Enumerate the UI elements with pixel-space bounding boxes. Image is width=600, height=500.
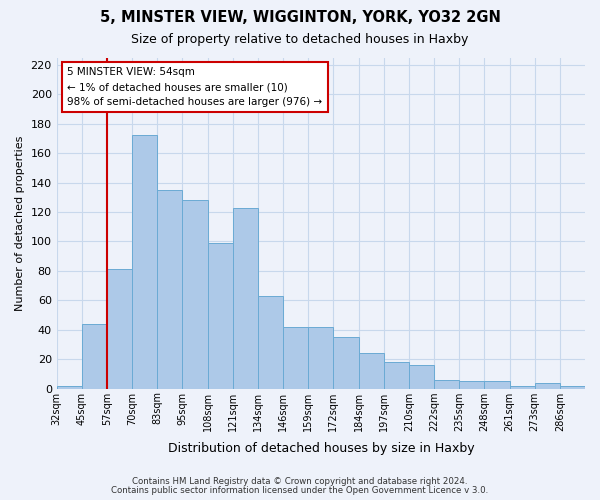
Bar: [233, 208, 258, 388]
Bar: [82, 324, 107, 388]
Bar: [182, 200, 208, 388]
Text: Size of property relative to detached houses in Haxby: Size of property relative to detached ho…: [131, 32, 469, 46]
Bar: [283, 327, 308, 388]
Bar: [107, 270, 132, 388]
Bar: [56, 386, 82, 388]
Bar: [560, 386, 585, 388]
Bar: [208, 243, 233, 388]
Bar: [409, 365, 434, 388]
X-axis label: Distribution of detached houses by size in Haxby: Distribution of detached houses by size …: [167, 442, 474, 455]
Bar: [484, 382, 509, 388]
Text: Contains HM Land Registry data © Crown copyright and database right 2024.: Contains HM Land Registry data © Crown c…: [132, 477, 468, 486]
Bar: [258, 296, 283, 388]
Bar: [384, 362, 409, 388]
Y-axis label: Number of detached properties: Number of detached properties: [15, 136, 25, 310]
Text: 5 MINSTER VIEW: 54sqm
← 1% of detached houses are smaller (10)
98% of semi-detac: 5 MINSTER VIEW: 54sqm ← 1% of detached h…: [67, 68, 322, 107]
Bar: [308, 327, 334, 388]
Bar: [509, 386, 535, 388]
Text: 5, MINSTER VIEW, WIGGINTON, YORK, YO32 2GN: 5, MINSTER VIEW, WIGGINTON, YORK, YO32 2…: [100, 10, 500, 25]
Bar: [359, 354, 384, 388]
Bar: [459, 382, 484, 388]
Text: Contains public sector information licensed under the Open Government Licence v : Contains public sector information licen…: [112, 486, 488, 495]
Bar: [132, 136, 157, 388]
Bar: [535, 382, 560, 388]
Bar: [157, 190, 182, 388]
Bar: [434, 380, 459, 388]
Bar: [334, 337, 359, 388]
